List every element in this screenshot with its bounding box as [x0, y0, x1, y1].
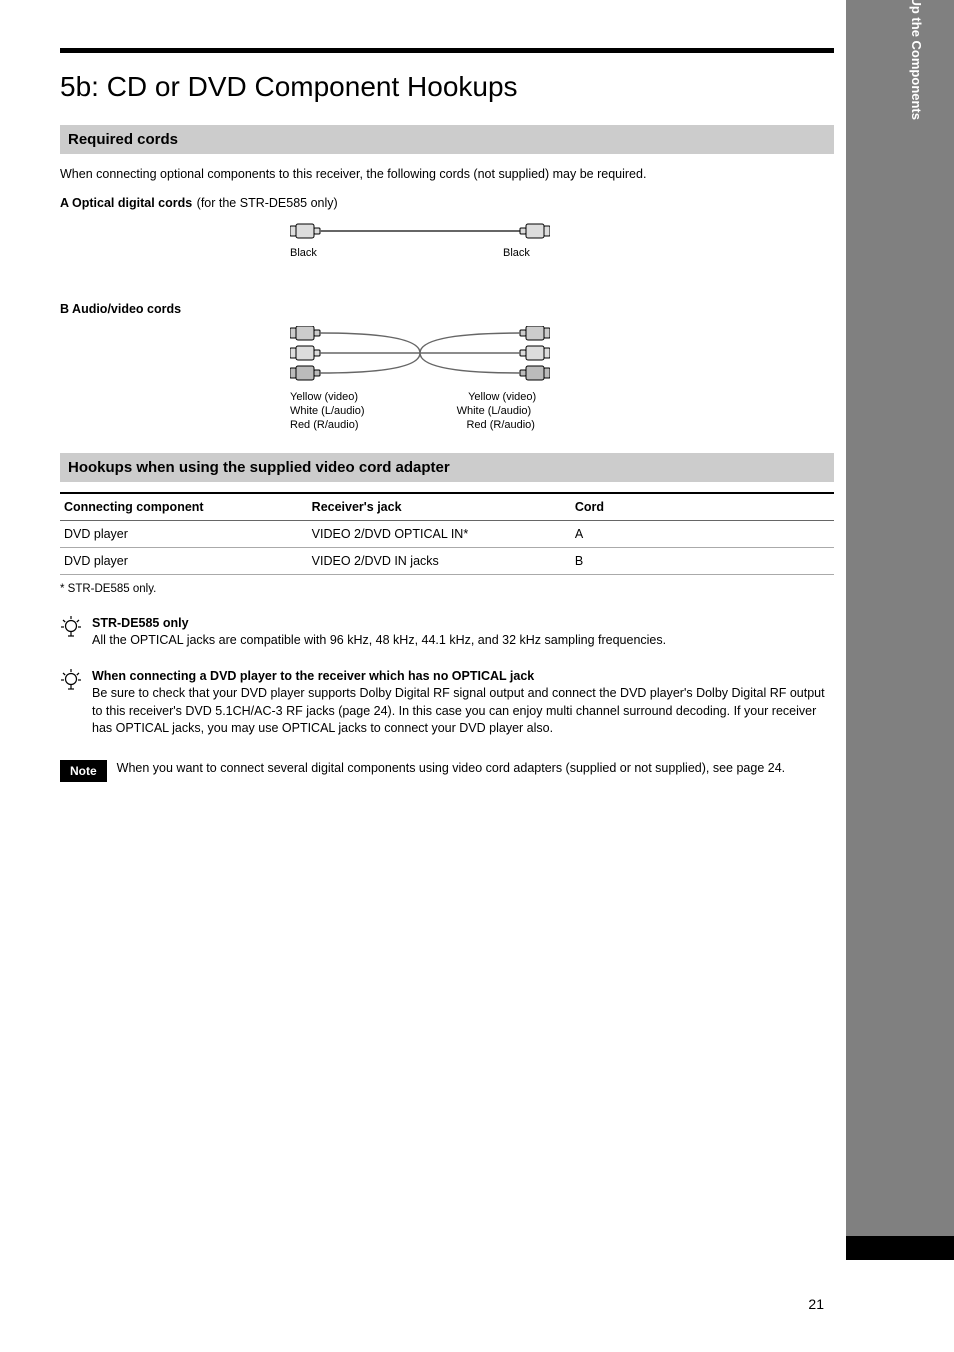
- table-col-1: Receiver's jack: [308, 494, 571, 521]
- note-badge: Note: [60, 760, 107, 782]
- cable-a-right-label: Black: [503, 247, 530, 259]
- hint-2-title: When connecting a DVD player to the rece…: [92, 668, 834, 686]
- table-cell: DVD player: [60, 520, 308, 547]
- table-row: DVD player VIDEO 2/DVD IN jacks B: [60, 547, 834, 574]
- hint-2-body: When connecting a DVD player to the rece…: [92, 668, 834, 738]
- cable-a-left-label: Black: [290, 247, 317, 259]
- cable-a-illustration: [290, 220, 550, 242]
- hint-1: STR-DE585 only All the OPTICAL jacks are…: [60, 615, 834, 650]
- page: Hooking Up the Components 5b: CD or DVD …: [0, 0, 954, 1352]
- cable-b-r1-right: White (L/audio): [457, 405, 532, 417]
- cable-a-plug-labels: Black Black: [290, 246, 834, 260]
- table-cell: B: [571, 547, 834, 574]
- cable-b-label: B Audio/video cords: [60, 302, 181, 316]
- note-block: Note When you want to connect several di…: [60, 760, 834, 782]
- lightbulb-icon: [60, 615, 82, 639]
- hint-2-text: Be sure to check that your DVD player su…: [92, 685, 834, 738]
- page-title: 5b: CD or DVD Component Hookups: [60, 71, 834, 103]
- table-cell: DVD player: [60, 547, 308, 574]
- cable-b-illustration: [290, 326, 550, 386]
- hint-1-title: STR-DE585 only: [92, 615, 834, 633]
- cable-b-r1-left: White (L/audio): [290, 405, 365, 417]
- required-cords-intro: When connecting optional components to t…: [60, 166, 834, 184]
- cable-b-r2-left: Red (R/audio): [290, 419, 358, 431]
- table-cell: VIDEO 2/DVD IN jacks: [308, 547, 571, 574]
- cable-b-plug-labels: Yellow (video) Yellow (video) White (L/au…: [290, 390, 834, 433]
- table-cell: A: [571, 520, 834, 547]
- cable-b-r0-left: Yellow (video): [290, 391, 358, 403]
- page-number: 21: [808, 1296, 824, 1312]
- hint-2: When connecting a DVD player to the rece…: [60, 668, 834, 738]
- cable-b-r2-right: Red (R/audio): [466, 419, 534, 431]
- sidebar-black-tab: [846, 1236, 954, 1260]
- hint-1-body: STR-DE585 only All the OPTICAL jacks are…: [92, 615, 834, 650]
- sidebar-dark: [846, 0, 954, 1236]
- table-col-0: Connecting component: [60, 494, 308, 521]
- content-area: 5b: CD or DVD Component Hookups Required…: [60, 48, 834, 782]
- title-rule: [60, 48, 834, 53]
- table-footnote: * STR-DE585 only.: [60, 581, 834, 597]
- hookups-table: Connecting component Receiver's jack Cor…: [60, 494, 834, 575]
- table-cell: VIDEO 2/DVD OPTICAL IN*: [308, 520, 571, 547]
- cable-a-label: A Optical digital cords: [60, 196, 192, 210]
- table-row: DVD player VIDEO 2/DVD OPTICAL IN* A: [60, 520, 834, 547]
- cable-a-block: A Optical digital cords (for the STR-DE5…: [60, 194, 834, 260]
- section-hookups: Hookups when using the supplied video co…: [60, 453, 834, 482]
- section-required-cords: Required cords: [60, 125, 834, 154]
- lightbulb-icon: [60, 668, 82, 692]
- cable-b-block: B Audio/video cords: [60, 300, 834, 433]
- note-text: When you want to connect several digital…: [117, 760, 785, 778]
- hint-1-text: All the OPTICAL jacks are compatible wit…: [92, 632, 834, 650]
- cable-b-r0-right: Yellow (video): [468, 391, 536, 403]
- sidebar-section-label: Hooking Up the Components: [909, 0, 924, 120]
- table-col-2: Cord: [571, 494, 834, 521]
- table-header-row: Connecting component Receiver's jack Cor…: [60, 494, 834, 521]
- cable-a-sub: (for the STR-DE585 only): [197, 196, 338, 210]
